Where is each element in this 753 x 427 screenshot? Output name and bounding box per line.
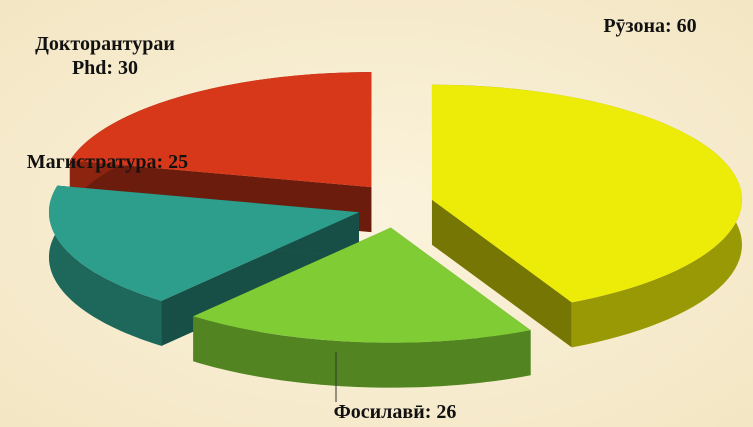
slice-shade bbox=[48, 185, 162, 346]
slice-top bbox=[193, 227, 531, 343]
data-label: Фосилавӣ: 26 bbox=[333, 401, 457, 423]
slice-top bbox=[431, 84, 742, 303]
slice-side bbox=[48, 185, 162, 346]
slice bbox=[431, 84, 742, 348]
data-label: Рӯзона: 60 bbox=[603, 15, 697, 37]
data-label: Докторантураи Phd: 30 bbox=[35, 33, 175, 79]
slice-top bbox=[69, 72, 372, 188]
slice-top bbox=[48, 185, 359, 301]
slice-shade bbox=[431, 199, 572, 348]
slice-side bbox=[193, 316, 531, 388]
data-label: Магистратура: 25 bbox=[26, 151, 189, 173]
slice-shade bbox=[193, 316, 531, 388]
slice bbox=[193, 227, 531, 388]
